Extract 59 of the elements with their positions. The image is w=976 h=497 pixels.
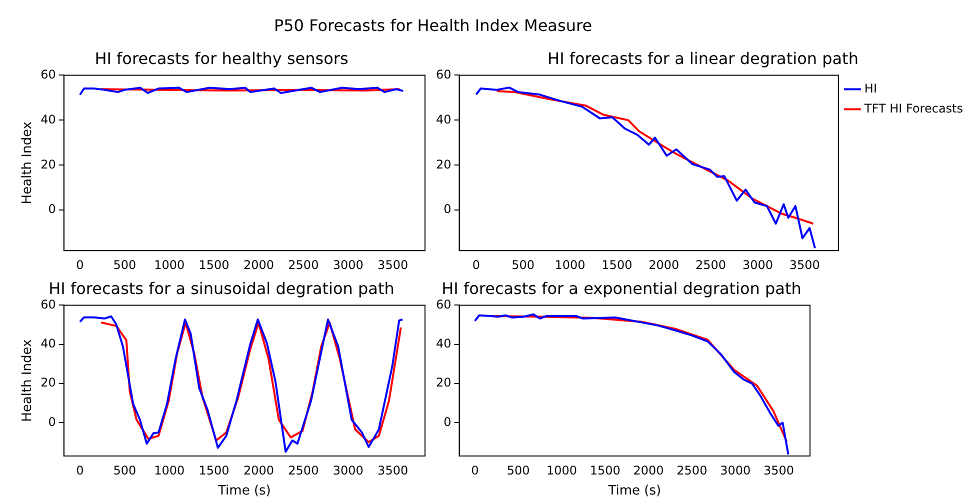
x-tick-label: 500	[512, 258, 535, 272]
x-tick-label: 3500	[763, 463, 794, 478]
y-tick-label: 0	[444, 202, 452, 216]
y-tick-label: 0	[48, 202, 56, 216]
x-tick-label: 0	[76, 258, 84, 272]
x-tick-label: 2500	[696, 258, 726, 272]
chart-title: HI forecasts for a sinusoidal degration path	[48, 278, 394, 298]
x-tick-label: 2000	[243, 258, 274, 272]
y-tick-label: 0	[444, 414, 452, 429]
chart-title: HI forecasts for healthy sensors	[94, 48, 348, 68]
x-tick-label: 1000	[154, 463, 185, 478]
x-tick-label: 500	[113, 463, 136, 478]
x-tick-label: 3500	[378, 463, 408, 478]
x-tick-label: 1000	[554, 258, 586, 272]
x-tick-label: 2000	[243, 463, 274, 478]
y-axis-title: Health Index	[20, 121, 36, 204]
y-tick-label: 60	[40, 297, 56, 312]
y-tick-label: 20	[40, 157, 56, 172]
x-tick-label: 0	[471, 463, 479, 478]
x-tick-label: 3000	[720, 463, 751, 478]
x-tick-label: 2500	[676, 463, 708, 478]
x-tick-label: 1000	[546, 463, 577, 478]
x-tick-label: 1500	[198, 463, 230, 478]
y-tick-label: 60	[40, 67, 56, 82]
x-tick-label: 2500	[288, 463, 319, 478]
y-tick-label: 40	[40, 336, 56, 350]
y-tick-label: 40	[40, 112, 56, 126]
x-tick-label: 2000	[633, 463, 664, 478]
y-tick-label: 40	[436, 112, 452, 126]
x-tick-label: 2500	[288, 258, 319, 272]
x-tick-label: 2000	[648, 258, 680, 272]
x-tick-label: 0	[472, 258, 480, 272]
y-tick-label: 20	[40, 376, 56, 390]
x-tick-label: 0	[76, 463, 84, 478]
x-tick-label: 500	[113, 258, 136, 272]
legend-label: HI	[864, 81, 877, 96]
x-tick-label: 3500	[789, 258, 820, 272]
y-tick-label: 20	[436, 376, 452, 390]
x-axis-title: Time (s)	[607, 484, 662, 497]
x-tick-label: 1500	[198, 258, 230, 272]
legend-label: TFT HI Forecasts	[863, 101, 964, 116]
x-tick-label: 3000	[742, 258, 773, 272]
text: P50 Forecasts for Health Index Measure	[272, 15, 594, 35]
chart-title: HI forecasts for a exponential degration path	[442, 278, 802, 298]
x-tick-label: 3000	[332, 258, 364, 272]
y-tick-label: 60	[436, 297, 452, 312]
x-tick-label: 1500	[590, 463, 620, 478]
chart-title: HI forecasts for a linear degration path	[548, 48, 858, 68]
y-axis-title: Health Index	[20, 338, 36, 422]
x-tick-label: 3500	[378, 258, 408, 272]
x-axis-title: Time (s)	[216, 484, 271, 497]
y-tick-label: 60	[436, 67, 452, 82]
y-tick-label: 0	[48, 414, 56, 429]
x-tick-label: 1000	[154, 258, 185, 272]
x-tick-label: 500	[506, 463, 530, 478]
x-tick-label: 1500	[602, 258, 632, 272]
y-tick-label: 40	[436, 336, 452, 350]
y-tick-label: 20	[436, 157, 452, 172]
x-tick-label: 3000	[332, 463, 364, 478]
